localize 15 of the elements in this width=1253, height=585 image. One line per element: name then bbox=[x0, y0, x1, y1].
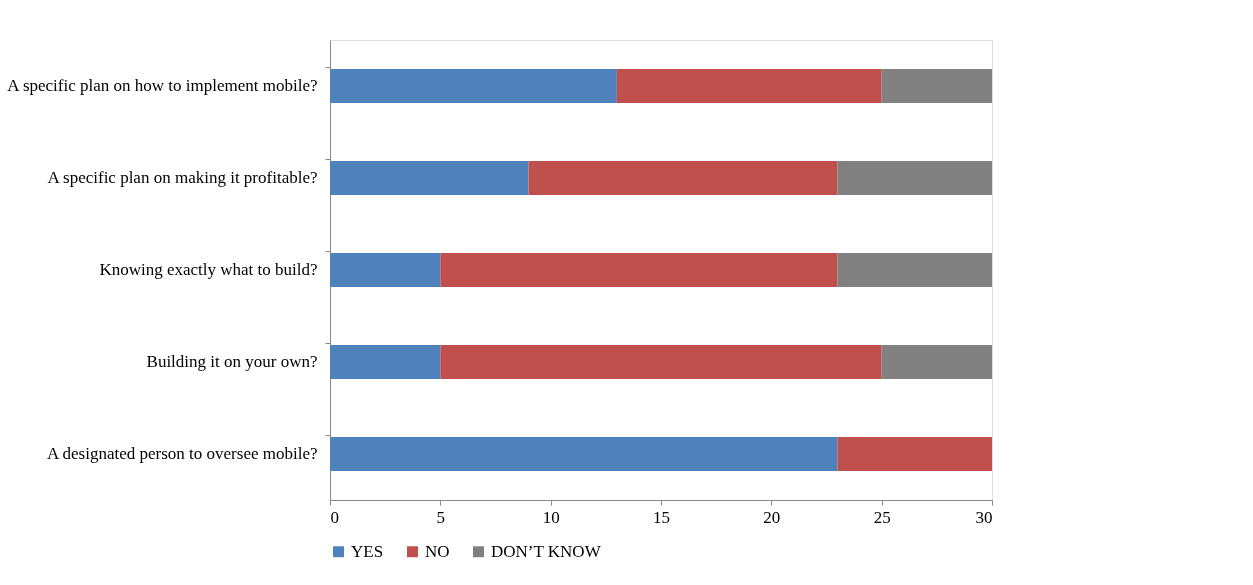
legend-label: YES bbox=[351, 541, 384, 561]
legend-label: NO bbox=[425, 541, 450, 561]
x-tick-label: 20 bbox=[763, 507, 781, 527]
y-tick-label: A specific plan on making it profitable? bbox=[47, 168, 318, 187]
x-tick-label: 30 bbox=[975, 507, 993, 527]
y-tick-label: Building it on your own? bbox=[146, 352, 318, 371]
x-tick-label: 25 bbox=[873, 507, 891, 527]
y-tick-label: Knowing exactly what to build? bbox=[99, 260, 318, 279]
x-tick-label: 10 bbox=[542, 507, 560, 527]
y-tick-label: A designated person to oversee mobile? bbox=[46, 444, 318, 463]
x-tick-label: 15 bbox=[653, 507, 670, 527]
x-tick-label: 5 bbox=[436, 507, 446, 527]
y-tick-label: A specific plan on how to implement mobile? bbox=[7, 76, 318, 95]
x-tick-label: 0 bbox=[330, 507, 339, 527]
legend-label: DON’T KNOW bbox=[491, 541, 602, 561]
